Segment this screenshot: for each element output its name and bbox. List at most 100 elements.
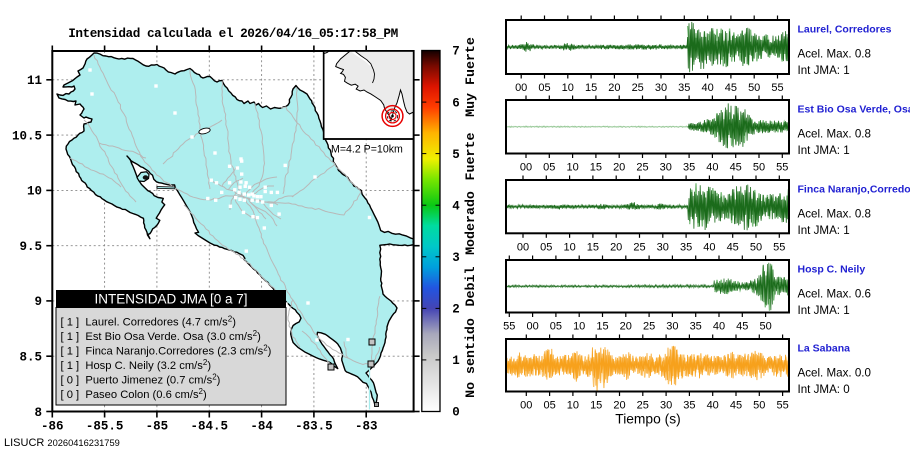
svg-text:25: 25: [643, 321, 655, 333]
svg-text:40: 40: [713, 321, 725, 333]
svg-text:Int JMA: 1: Int JMA: 1: [798, 224, 850, 237]
svg-text:20: 20: [608, 82, 620, 94]
svg-text:15: 15: [590, 400, 602, 412]
svg-text:Finca Naranjo,Corredores: Finca Naranjo,Corredores: [798, 184, 910, 196]
svg-text:05: 05: [543, 400, 555, 412]
svg-text:55: 55: [773, 241, 785, 253]
svg-text:No sentido: No sentido: [463, 318, 478, 398]
svg-text:05: 05: [550, 321, 562, 333]
svg-text:5: 5: [452, 148, 460, 162]
svg-text:M=4.2 P=10km: M=4.2 P=10km: [331, 144, 403, 156]
svg-text:8.5: 8.5: [19, 351, 42, 365]
svg-text:7: 7: [452, 45, 460, 59]
svg-text:05: 05: [538, 82, 550, 94]
svg-text:50: 50: [753, 162, 765, 174]
svg-text:25: 25: [632, 82, 644, 94]
svg-text:40: 40: [706, 162, 718, 174]
svg-text:20: 20: [613, 400, 625, 412]
svg-text:15: 15: [590, 162, 602, 174]
svg-text:40: 40: [707, 400, 719, 412]
svg-text:00: 00: [515, 82, 527, 94]
svg-text:Hosp C. Neily: Hosp C. Neily: [798, 264, 866, 276]
svg-text:10: 10: [566, 162, 578, 174]
svg-text:Laurel, Corredores: Laurel, Corredores: [798, 24, 892, 36]
svg-text:Acel. Max. 0.8: Acel. Max. 0.8: [798, 128, 871, 141]
svg-text:1: 1: [452, 354, 460, 368]
svg-text:[ 1 ] Hosp C. Neily (3.2 cm/s: [ 1 ] Hosp C. Neily (3.2 cm/s2): [61, 358, 212, 372]
svg-text:10: 10: [562, 82, 574, 94]
svg-text:Acel. Max. 0.8: Acel. Max. 0.8: [798, 48, 871, 61]
svg-text:Fuerte: Fuerte: [463, 133, 478, 181]
svg-text:La Sabana: La Sabana: [798, 343, 851, 355]
svg-text:Acel. Max. 0.6: Acel. Max. 0.6: [798, 288, 871, 301]
svg-text:[ 1 ] Laurel. Corredores (4.7: [ 1 ] Laurel. Corredores (4.7 cm/s2): [61, 315, 237, 329]
svg-text:20: 20: [620, 321, 632, 333]
svg-text:INTENSIDAD JMA [0 a 7]: INTENSIDAD JMA [0 a 7]: [94, 292, 247, 307]
svg-text:11: 11: [27, 74, 42, 88]
svg-text:-85: -85: [146, 420, 169, 434]
svg-text:-85.5: -85.5: [86, 420, 124, 434]
svg-text:10: 10: [27, 185, 42, 199]
svg-text:35: 35: [690, 321, 702, 333]
svg-text:45: 45: [725, 82, 737, 94]
svg-text:-84: -84: [250, 420, 273, 434]
svg-text:Intensidad calculada el 2026/0: Intensidad calculada el 2026/04/16_05:17…: [68, 26, 398, 41]
svg-text:25: 25: [636, 162, 648, 174]
svg-text:LISUCR 20260416231759: LISUCR 20260416231759: [4, 437, 120, 449]
svg-text:55: 55: [776, 400, 788, 412]
svg-text:[ 0 ] Paseo Colon (0.6 cm/s2): [ 0 ] Paseo Colon (0.6 cm/s2): [61, 387, 208, 401]
svg-text:45: 45: [730, 162, 742, 174]
svg-text:[ 1 ] Est Bio Osa Verde. Osa: [ 1 ] Est Bio Osa Verde. Osa (3.0 cm/s2): [61, 329, 262, 343]
svg-text:Debil: Debil: [463, 267, 478, 307]
svg-text:Int JMA: 1: Int JMA: 1: [798, 144, 850, 157]
svg-text:10: 10: [567, 400, 579, 412]
svg-text:-83.5: -83.5: [295, 420, 333, 434]
svg-text:15: 15: [587, 241, 599, 253]
svg-text:20: 20: [610, 241, 622, 253]
svg-text:30: 30: [666, 321, 678, 333]
svg-text:Int JMA: 1: Int JMA: 1: [798, 304, 850, 317]
svg-text:00: 00: [526, 321, 538, 333]
svg-text:10: 10: [573, 321, 585, 333]
svg-text:20: 20: [613, 162, 625, 174]
svg-text:25: 25: [637, 400, 649, 412]
svg-text:10.5: 10.5: [12, 129, 42, 143]
svg-text:[ 0 ] Puerto Jimenez (0.7 cm/: [ 0 ] Puerto Jimenez (0.7 cm/s2): [61, 373, 221, 387]
svg-text:9: 9: [34, 295, 42, 309]
svg-text:8: 8: [34, 406, 42, 420]
svg-text:15: 15: [585, 82, 597, 94]
svg-text:0: 0: [452, 406, 460, 420]
svg-text:Acel. Max. 0.0: Acel. Max. 0.0: [798, 367, 871, 380]
svg-text:45: 45: [727, 241, 739, 253]
svg-text:Tiempo (s): Tiempo (s): [615, 412, 680, 427]
svg-text:00: 00: [520, 400, 532, 412]
svg-text:Acel. Max. 0.8: Acel. Max. 0.8: [798, 208, 871, 221]
svg-text:Est Bio Osa Verde, Osa: Est Bio Osa Verde, Osa: [798, 104, 910, 116]
svg-text:Int JMA: 0: Int JMA: 0: [798, 383, 850, 396]
svg-text:30: 30: [660, 400, 672, 412]
svg-text:45: 45: [736, 321, 748, 333]
svg-text:40: 40: [703, 241, 715, 253]
svg-text:00: 00: [517, 241, 529, 253]
svg-text:9.5: 9.5: [19, 240, 42, 254]
svg-text:Moderado: Moderado: [463, 191, 478, 255]
svg-text:[ 1 ] Finca Naranjo.Corredore: [ 1 ] Finca Naranjo.Corredores (2.3 cm/s…: [61, 344, 272, 358]
svg-text:Int JMA: 1: Int JMA: 1: [798, 64, 850, 77]
svg-text:05: 05: [540, 241, 552, 253]
svg-text:00: 00: [520, 162, 532, 174]
svg-text:35: 35: [680, 241, 692, 253]
svg-text:4: 4: [452, 199, 460, 213]
svg-text:30: 30: [660, 162, 672, 174]
svg-text:50: 50: [748, 82, 760, 94]
svg-text:25: 25: [633, 241, 645, 253]
svg-text:50: 50: [750, 241, 762, 253]
svg-text:2: 2: [452, 303, 460, 317]
svg-text:55: 55: [771, 82, 783, 94]
svg-text:50: 50: [753, 400, 765, 412]
svg-text:3: 3: [452, 251, 460, 265]
svg-text:-86: -86: [41, 420, 64, 434]
svg-text:10: 10: [563, 241, 575, 253]
svg-text:-84.5: -84.5: [191, 420, 229, 434]
svg-text:35: 35: [683, 400, 695, 412]
svg-text:40: 40: [701, 82, 713, 94]
